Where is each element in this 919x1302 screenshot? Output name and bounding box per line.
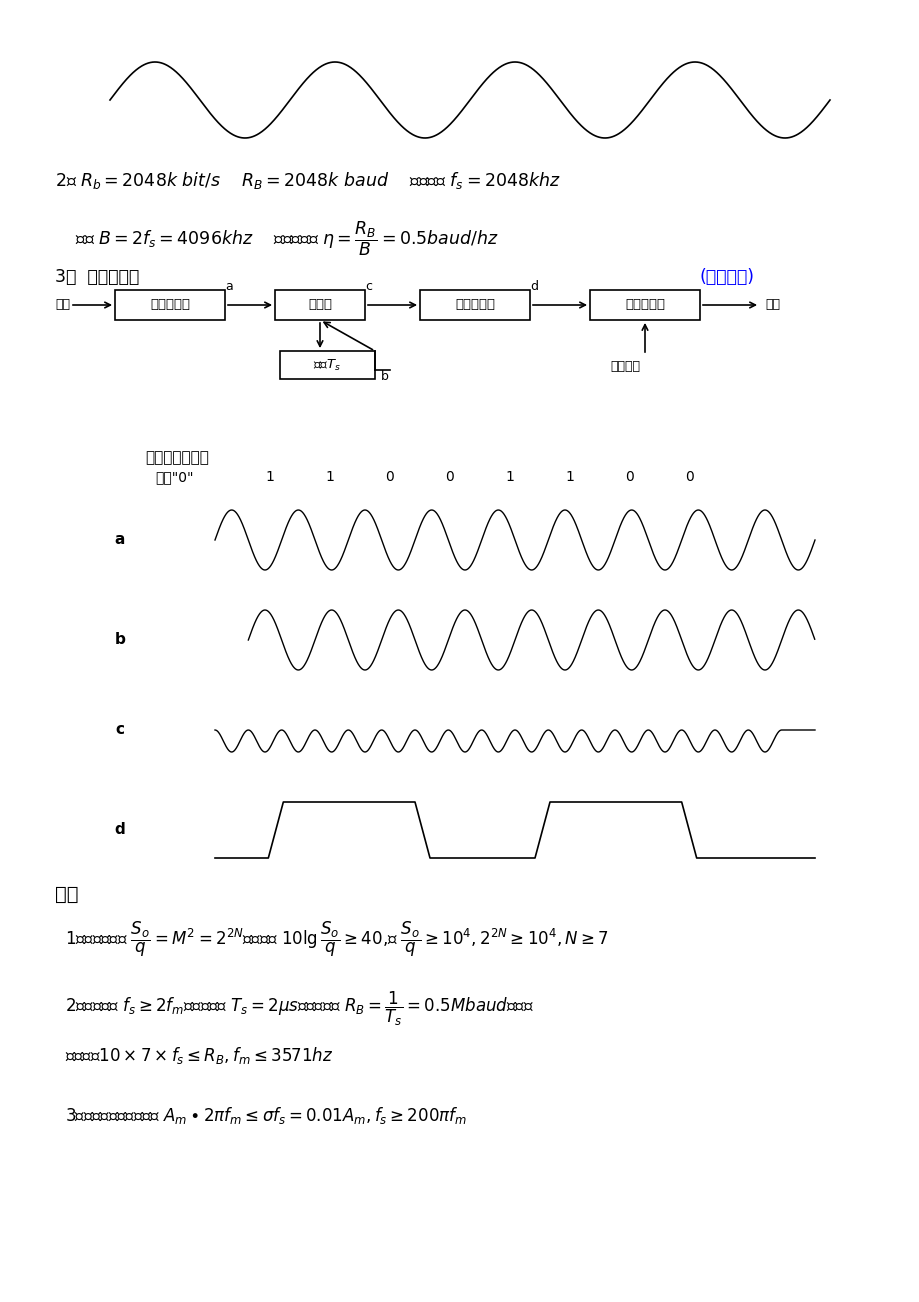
Text: 带通滤波器: 带通滤波器 bbox=[150, 298, 190, 311]
Bar bbox=[115, 290, 225, 320]
Bar bbox=[279, 352, 375, 379]
Text: a: a bbox=[115, 533, 125, 548]
Text: 1: 1 bbox=[565, 470, 573, 484]
Text: 复用时，$10 \times 7 \times f_s \leq R_B, f_m \leq 3571hz$: 复用时，$10 \times 7 \times f_s \leq R_B, f_… bbox=[65, 1046, 333, 1066]
Text: 2、抽样频率 $f_s \geq 2f_m$，码元周期 $T_s = 2\mu s$，码元速率 $R_B = \dfrac{1}{T_s} = 0.5Mbaud: 2、抽样频率 $f_s \geq 2f_m$，码元周期 $T_s = 2\mu … bbox=[65, 990, 533, 1029]
Text: 0: 0 bbox=[625, 470, 634, 484]
Text: 2、 $R_b = 2048k\ bit/s$    $R_B = 2048k\ baud$    信号频率 $f_s = 2048khz$: 2、 $R_b = 2048k\ bit/s$ $R_B = 2048k\ ba… bbox=[55, 171, 560, 191]
Text: 带宽 $B = 2f_s = 4096khz$    频带利用率 $\eta = \dfrac{R_B}{B} = 0.5baud/hz$: 带宽 $B = 2f_s = 4096khz$ 频带利用率 $\eta = \d… bbox=[75, 220, 498, 258]
Text: 1、输出信噪比 $\dfrac{S_o}{q} = M^2 = 2^{2N}$，由题意 $10\lg\dfrac{S_o}{q} \geq 40$,即 $\df: 1、输出信噪比 $\dfrac{S_o}{q} = M^2 = 2^{2N}$，… bbox=[65, 921, 608, 960]
Text: 1: 1 bbox=[505, 470, 514, 484]
Text: 参考"0": 参考"0" bbox=[154, 470, 193, 484]
Text: b: b bbox=[115, 633, 125, 647]
Text: 输出: 输出 bbox=[765, 298, 779, 311]
Text: 抽样判决器: 抽样判决器 bbox=[624, 298, 664, 311]
Text: 1: 1 bbox=[266, 470, 274, 484]
Bar bbox=[589, 290, 699, 320]
Text: a: a bbox=[225, 280, 233, 293]
Bar bbox=[420, 290, 529, 320]
Text: 低通滤波器: 低通滤波器 bbox=[455, 298, 494, 311]
Text: 3、  框图如下图: 3、 框图如下图 bbox=[55, 268, 139, 286]
Text: d: d bbox=[529, 280, 538, 293]
Text: 3、为保证不过载，要求 $A_m \bullet 2\pi f_m \leq \sigma f_s = 0.01A_m, f_s \geq 200\pi f_m: 3、为保证不过载，要求 $A_m \bullet 2\pi f_m \leq \… bbox=[65, 1105, 467, 1126]
Text: c: c bbox=[116, 723, 124, 737]
Text: 输入: 输入 bbox=[55, 298, 70, 311]
Text: 0: 0 bbox=[445, 470, 454, 484]
Bar bbox=[275, 290, 365, 320]
Text: 0: 0 bbox=[685, 470, 694, 484]
Text: 相乘器: 相乘器 bbox=[308, 298, 332, 311]
Text: d: d bbox=[115, 823, 125, 837]
Text: 延时$T_s$: 延时$T_s$ bbox=[313, 358, 341, 372]
Text: 各点波形如下图: 各点波形如下图 bbox=[145, 450, 209, 465]
Text: 1: 1 bbox=[325, 470, 335, 484]
Text: 定时脉冲: 定时脉冲 bbox=[609, 359, 640, 372]
Text: 七、: 七、 bbox=[55, 885, 78, 904]
Text: c: c bbox=[365, 280, 372, 293]
Text: (反向抄判): (反向抄判) bbox=[699, 268, 754, 286]
Text: 0: 0 bbox=[385, 470, 394, 484]
Text: b: b bbox=[380, 371, 389, 384]
